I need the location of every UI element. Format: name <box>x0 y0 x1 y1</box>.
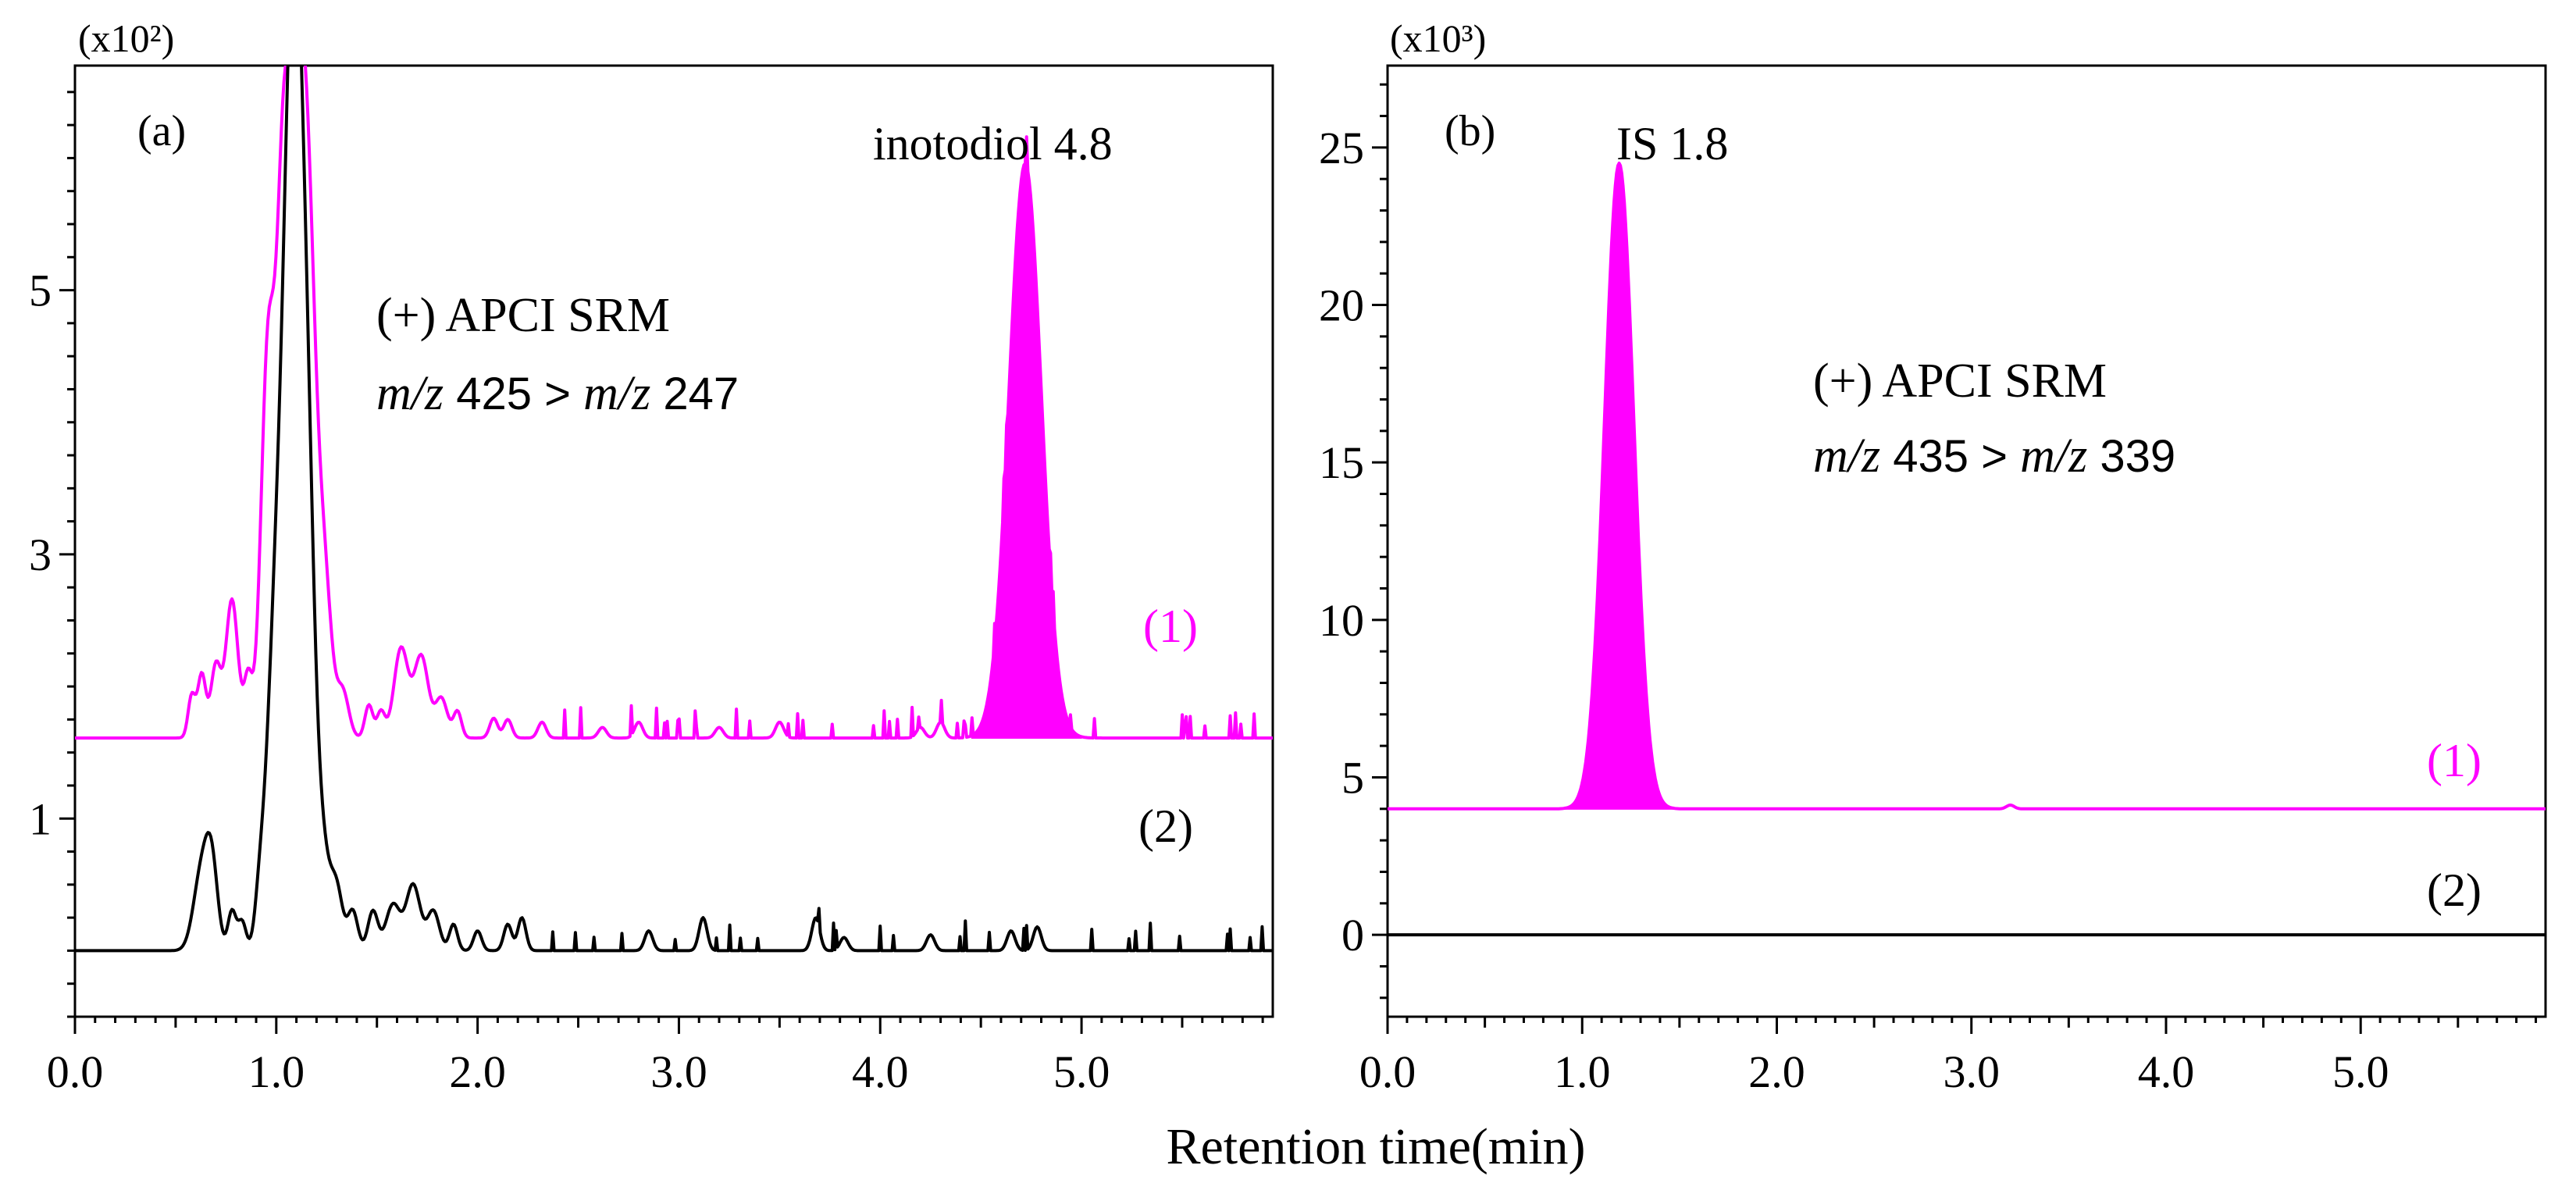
panel-b-multiplier: (x10³) <box>1390 16 1486 60</box>
panel-a-series1-label: (1) <box>1143 600 1198 652</box>
panel-a-mz-value-1: 425 > <box>444 369 583 419</box>
x-axis-title: Retention time(min) <box>1166 1118 1585 1175</box>
panel-a: (x10²) 1 3 5 0.0 1.0 2.0 3.0 4.0 5.0 (a) inotod… <box>29 16 1274 1097</box>
y-tick-label: 1 <box>29 793 52 844</box>
y-tick-label: 5 <box>1341 752 1364 803</box>
panel-b-series1-label: (1) <box>2427 735 2482 786</box>
x-tick-label: 0.0 <box>1359 1046 1416 1097</box>
panel-a-mz-value-2: 247 <box>650 369 739 419</box>
y-tick-label: 5 <box>29 266 52 316</box>
panel-a-x-ticks: 0.0 1.0 2.0 3.0 4.0 5.0 <box>47 1017 1264 1097</box>
trace-line-series-1 <box>1388 162 2546 811</box>
x-tick-label: 3.0 <box>1943 1046 2000 1097</box>
panel-b-mz-2: m/z <box>2020 429 2087 483</box>
x-tick-label: 5.0 <box>1053 1046 1110 1097</box>
y-tick-label: 0 <box>1341 910 1364 960</box>
panel-a-plot-frame <box>73 64 1274 1018</box>
trace-line-series-2 <box>75 66 1273 953</box>
y-tick-label: 10 <box>1319 595 1364 646</box>
y-tick-label: 20 <box>1319 280 1364 331</box>
trace-line-series-1 <box>75 66 1273 740</box>
filled-peak-area <box>971 137 1082 739</box>
panel-b-plot-frame <box>1386 64 2547 1018</box>
panel-a-multiplier: (x10²) <box>78 16 174 60</box>
panel-a-mz-1: m/z <box>376 367 444 420</box>
y-tick-label: 3 <box>29 529 52 580</box>
x-tick-label: 1.0 <box>1554 1046 1611 1097</box>
panel-b-mz-value-1: 435 > <box>1880 431 2020 482</box>
panel-a-annotation-line2: m/z 425 > m/z 247 <box>376 367 739 420</box>
panel-b-mz-1: m/z <box>1813 429 1880 483</box>
panel-b-mz-value-2: 339 <box>2087 431 2175 482</box>
panel-a-label: (a) <box>137 107 186 155</box>
panel-b-traces <box>1388 161 2546 937</box>
x-tick-label: 4.0 <box>2138 1046 2195 1097</box>
x-tick-label: 2.0 <box>449 1046 506 1097</box>
x-tick-label: 5.0 <box>2332 1046 2389 1097</box>
panel-a-traces <box>75 66 1273 953</box>
x-tick-label: 3.0 <box>650 1046 707 1097</box>
panel-a-y-ticks: 1 3 5 <box>29 91 75 1018</box>
panel-a-peak-label: inotodiol 4.8 <box>873 118 1113 169</box>
y-tick-label: 15 <box>1319 437 1364 488</box>
x-tick-label: 4.0 <box>852 1046 909 1097</box>
panel-b-x-ticks: 0.0 1.0 2.0 3.0 4.0 5.0 <box>1359 1017 2538 1097</box>
panel-b-series2-label: (2) <box>2427 864 2482 916</box>
panel-b-annotation-line1: (+) APCI SRM <box>1813 355 2107 408</box>
panel-b: (x10³) 0 5 10 15 20 25 0.0 1.0 2.0 3.0 4.0 5.0 (b)… <box>1319 16 2547 1097</box>
panel-a-annotation-line1: (+) APCI SRM <box>376 289 670 342</box>
panel-b-y-ticks: 0 5 10 15 20 25 <box>1319 83 1388 1000</box>
panel-b-annotation-line2: m/z 435 > m/z 339 <box>1813 429 2175 483</box>
y-tick-label: 25 <box>1319 123 1364 173</box>
panel-a-series2-label: (2) <box>1138 800 1193 852</box>
panel-b-peak-label: IS 1.8 <box>1616 118 1728 169</box>
x-tick-label: 1.0 <box>248 1046 305 1097</box>
x-tick-label: 2.0 <box>1748 1046 1805 1097</box>
x-tick-label: 0.0 <box>47 1046 104 1097</box>
panel-b-label: (b) <box>1445 107 1495 155</box>
panel-a-mz-2: m/z <box>583 367 650 420</box>
